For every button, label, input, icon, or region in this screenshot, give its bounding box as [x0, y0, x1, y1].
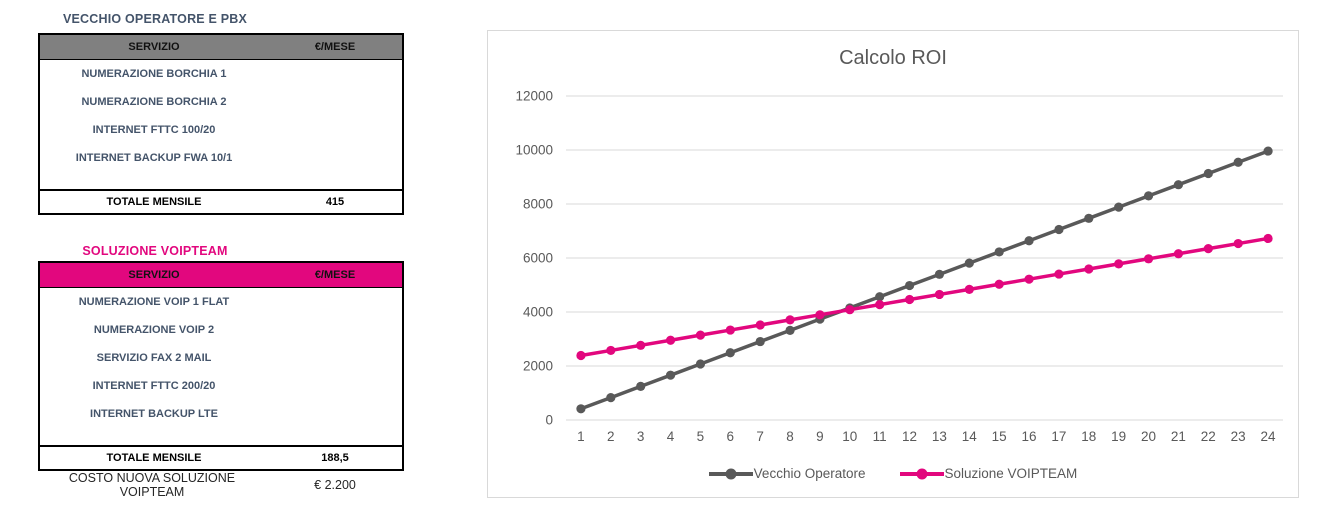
y-axis-labels: 0 2000 4000 6000 8000 10000 12000 — [515, 89, 553, 428]
svg-text:7: 7 — [756, 429, 764, 444]
svg-text:8: 8 — [786, 429, 794, 444]
table-row[interactable]: NUMERAZIONE VOIP 1 FLAT — [40, 288, 402, 316]
svg-text:22: 22 — [1201, 429, 1216, 444]
empty-row[interactable] — [40, 172, 402, 189]
legend-label: Soluzione VOIPTEAM — [944, 466, 1078, 481]
total-value[interactable]: 415 — [325, 196, 345, 208]
svg-text:24: 24 — [1261, 429, 1277, 444]
column-header-mese[interactable]: €/MESE — [314, 41, 356, 53]
cost-value[interactable]: € 2.200 — [314, 478, 356, 492]
total-value[interactable]: 188,5 — [321, 452, 349, 464]
series-line-vecchio-operatore — [579, 149, 1270, 411]
legend-marker-icon — [899, 468, 944, 479]
svg-text:2000: 2000 — [523, 359, 553, 374]
svg-text:19: 19 — [1111, 429, 1126, 444]
svg-text:12: 12 — [902, 429, 917, 444]
cell-service[interactable]: INTERNET BACKUP FWA 10/1 — [75, 152, 233, 164]
chart-legend: Vecchio Operatore Soluzione VOIPTEAM — [488, 466, 1298, 481]
svg-text:13: 13 — [932, 429, 947, 444]
cell-service[interactable]: INTERNET FTTC 100/20 — [92, 124, 216, 136]
column-header-servizio[interactable]: SERVIZIO — [128, 269, 180, 281]
table-row[interactable]: INTERNET FTTC 200/20 — [40, 372, 402, 400]
chart-title[interactable]: Calcolo ROI — [839, 47, 947, 69]
empty-row[interactable] — [40, 428, 402, 445]
total-label[interactable]: TOTALE MENSILE — [106, 452, 202, 464]
legend-label: Vecchio Operatore — [753, 466, 866, 481]
y-gridlines — [566, 95, 1283, 421]
table-row[interactable]: INTERNET FTTC 100/20 — [40, 116, 402, 144]
total-label[interactable]: TOTALE MENSILE — [106, 196, 202, 208]
svg-text:6: 6 — [727, 429, 735, 444]
legend-item-vecchio-operatore[interactable]: Vecchio Operatore — [708, 466, 866, 481]
svg-text:0: 0 — [545, 413, 553, 428]
cell-service[interactable]: NUMERAZIONE BORCHIA 2 — [81, 96, 227, 108]
svg-text:23: 23 — [1231, 429, 1246, 444]
svg-text:6000: 6000 — [523, 251, 553, 266]
voipteam-cost-row[interactable]: COSTO NUOVA SOLUZIONE VOIPTEAM € 2.200 — [38, 471, 404, 499]
svg-text:12000: 12000 — [515, 89, 553, 104]
svg-text:9: 9 — [816, 429, 824, 444]
cost-label[interactable]: COSTO NUOVA SOLUZIONE VOIPTEAM — [68, 471, 236, 499]
cell-service[interactable]: NUMERAZIONE BORCHIA 1 — [81, 68, 227, 80]
svg-text:10: 10 — [842, 429, 857, 444]
total-row[interactable]: TOTALE MENSILE 188,5 — [40, 445, 402, 469]
table-header-row: SERVIZIO €/MESE — [40, 35, 402, 60]
svg-text:14: 14 — [962, 429, 978, 444]
legend-marker-icon — [708, 468, 753, 479]
series-line-soluzione-voipteam — [579, 236, 1270, 358]
voipteam-table: SERVIZIO €/MESE NUMERAZIONE VOIP 1 FLAT … — [38, 261, 404, 471]
svg-text:15: 15 — [992, 429, 1007, 444]
table-row[interactable]: INTERNET BACKUP LTE — [40, 400, 402, 428]
table-row[interactable]: NUMERAZIONE BORCHIA 2 — [40, 88, 402, 116]
old-operator-table-title[interactable]: VECCHIO OPERATORE E PBX — [62, 12, 248, 26]
legend-item-soluzione-voipteam[interactable]: Soluzione VOIPTEAM — [899, 466, 1078, 481]
table-header-row: SERVIZIO €/MESE — [40, 263, 402, 288]
svg-text:4: 4 — [667, 429, 675, 444]
svg-text:8000: 8000 — [523, 197, 553, 212]
cell-service[interactable]: INTERNET BACKUP LTE — [90, 408, 218, 420]
svg-text:11: 11 — [873, 429, 887, 444]
svg-text:21: 21 — [1171, 429, 1186, 444]
svg-text:5: 5 — [697, 429, 705, 444]
x-axis-labels: 1 2 3 4 5 6 7 8 9 10 11 12 13 14 15 16 17 18 19 20 21 22 23 24 — [577, 429, 1276, 444]
svg-text:1: 1 — [577, 429, 585, 444]
cell-service[interactable]: INTERNET FTTC 200/20 — [92, 380, 216, 392]
svg-text:2: 2 — [607, 429, 615, 444]
svg-text:10000: 10000 — [515, 143, 553, 158]
cell-service[interactable]: NUMERAZIONE VOIP 1 FLAT — [78, 296, 230, 308]
svg-text:3: 3 — [637, 429, 645, 444]
svg-text:20: 20 — [1141, 429, 1156, 444]
old-operator-table: SERVIZIO €/MESE NUMERAZIONE BORCHIA 1 NU… — [38, 33, 404, 215]
table-row[interactable]: SERVIZIO FAX 2 MAIL — [40, 344, 402, 372]
svg-text:4000: 4000 — [523, 305, 553, 320]
roi-chart[interactable]: Calcolo ROI 0 2000 4000 6000 8000 10000 12000 1… — [487, 30, 1299, 498]
total-row[interactable]: TOTALE MENSILE 415 — [40, 189, 402, 213]
cell-service[interactable]: NUMERAZIONE VOIP 2 — [93, 324, 215, 336]
column-header-mese[interactable]: €/MESE — [314, 269, 356, 281]
voipteam-table-title[interactable]: SOLUZIONE VOIPTEAM — [82, 244, 228, 258]
svg-text:17: 17 — [1051, 429, 1066, 444]
series-markers-soluzione-voipteam — [576, 233, 1273, 361]
table-row[interactable]: NUMERAZIONE VOIP 2 — [40, 316, 402, 344]
cell-service[interactable]: SERVIZIO FAX 2 MAIL — [96, 352, 212, 364]
svg-text:18: 18 — [1081, 429, 1096, 444]
column-header-servizio[interactable]: SERVIZIO — [128, 41, 180, 53]
svg-text:16: 16 — [1022, 429, 1037, 444]
table-row[interactable]: NUMERAZIONE BORCHIA 1 — [40, 60, 402, 88]
table-row[interactable]: INTERNET BACKUP FWA 10/1 — [40, 144, 402, 172]
